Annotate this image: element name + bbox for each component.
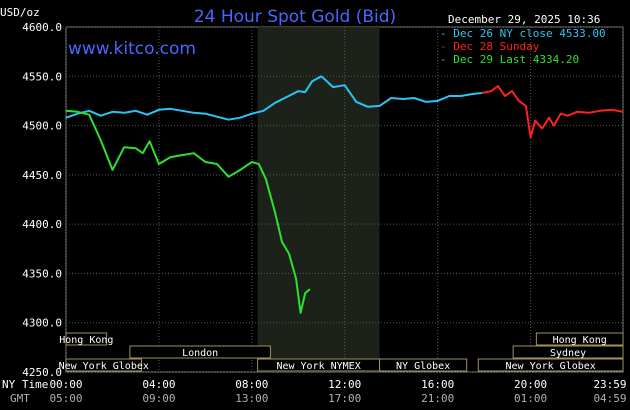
session-box bbox=[535, 332, 624, 346]
price-series bbox=[65, 75, 624, 314]
session-label: New York Globex bbox=[59, 361, 149, 372]
series-line bbox=[65, 75, 482, 121]
session-label: New York NYMEX bbox=[276, 361, 360, 372]
session-label: Sydney bbox=[550, 348, 586, 359]
series-line bbox=[65, 109, 311, 314]
x-tick-ny: 20:00 bbox=[514, 378, 547, 391]
x-tick-gmt: 09:00 bbox=[142, 392, 175, 405]
session-label: Hong Kong bbox=[553, 335, 607, 346]
x-tick-ny: 08:00 bbox=[235, 378, 268, 391]
unit-label: USD/oz bbox=[0, 6, 40, 19]
trading-sessions: Hong Kong London New York Globex New York N… bbox=[59, 332, 624, 372]
y-tick-label: 4300.0 bbox=[22, 317, 62, 330]
x-tick-gmt: 17:00 bbox=[328, 392, 361, 405]
gmt-label: GMT bbox=[10, 392, 30, 405]
y-tick-label: 4250.0 bbox=[22, 366, 62, 379]
y-tick-label: 4550.0 bbox=[22, 70, 62, 83]
x-tick-ny: 00:00 bbox=[49, 378, 82, 391]
y-tick-label: 4400.0 bbox=[22, 218, 62, 231]
legend: - Dec 26 NY close 4533.00 - Dec 28 Sunda… bbox=[440, 27, 606, 66]
y-tick-label: 4500.0 bbox=[22, 120, 62, 133]
date-time: December 29, 2025 10:36 bbox=[448, 13, 600, 26]
session-box bbox=[65, 358, 142, 372]
y-axis-ticks: 4600.0 4550.0 4500.0 4450.0 4400.0 4350.0 4300… bbox=[22, 21, 62, 379]
series-line bbox=[481, 85, 624, 139]
ny-time-label: NY Time bbox=[2, 378, 48, 391]
session-box bbox=[379, 358, 468, 372]
x-tick-ny: 04:00 bbox=[142, 378, 175, 391]
y-tick-label: 4350.0 bbox=[22, 267, 62, 280]
y-tick-label: 4450.0 bbox=[22, 169, 62, 182]
x-tick-gmt: 01:00 bbox=[514, 392, 547, 405]
session-label: Hong Kong bbox=[59, 335, 113, 346]
x-tick-ny: 12:00 bbox=[328, 378, 361, 391]
chart-title: 24 Hour Spot Gold (Bid) bbox=[194, 7, 396, 27]
x-tick-gmt: 05:00 bbox=[49, 392, 82, 405]
x-tick-ny: 16:00 bbox=[421, 378, 454, 391]
legend-item-ny-close: - Dec 26 NY close 4533.00 bbox=[440, 27, 606, 40]
session-label: New York Globex bbox=[505, 361, 595, 372]
session-box bbox=[65, 332, 108, 346]
session-label: London bbox=[182, 348, 218, 359]
session-box bbox=[129, 345, 271, 359]
x-tick-ny: 23:59 bbox=[593, 378, 626, 391]
x-tick-gmt: 13:00 bbox=[235, 392, 268, 405]
session-box bbox=[512, 345, 624, 359]
website-label: www.kitco.com bbox=[68, 39, 196, 59]
session-box bbox=[477, 358, 624, 372]
x-tick-gmt: 21:00 bbox=[421, 392, 454, 405]
legend-item-last: - Dec 29 Last 4334.20 bbox=[440, 53, 579, 66]
y-tick-label: 4600.0 bbox=[22, 21, 62, 34]
x-tick-gmt: 04:59 bbox=[593, 392, 626, 405]
legend-item-sunday: - Dec 28 Sunday bbox=[440, 40, 540, 53]
session-label: NY Globex bbox=[396, 361, 450, 372]
nymex-highlight-band bbox=[257, 27, 380, 372]
